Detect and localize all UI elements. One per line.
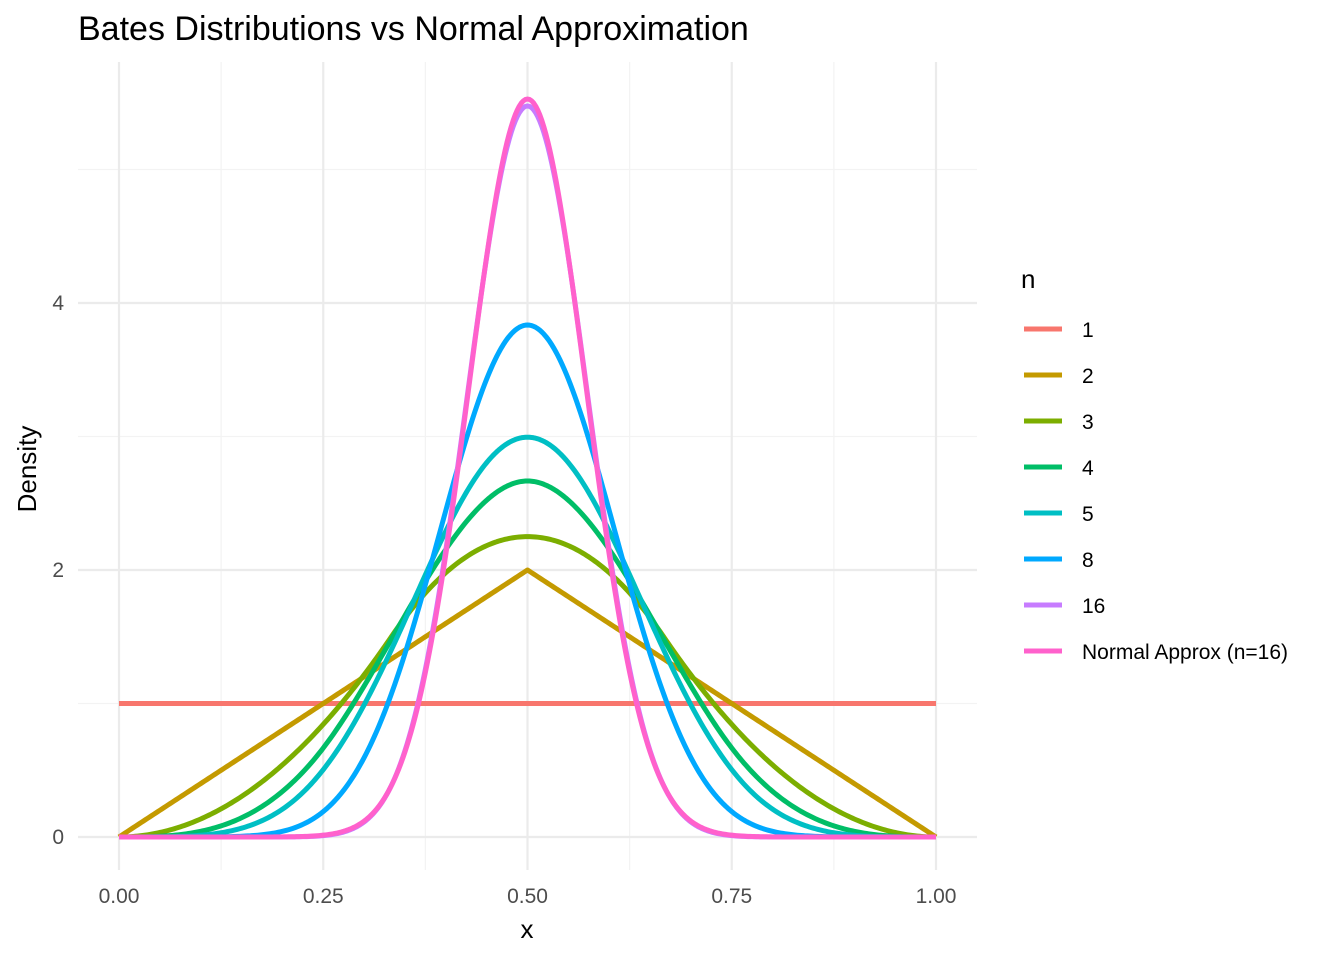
legend-item: 2 — [1024, 365, 1094, 388]
x-tick-label: 0.00 — [99, 885, 140, 908]
series-line-5 — [118, 434, 937, 840]
legend-label: Normal Approx (n=16) — [1082, 641, 1288, 664]
series-line-2 — [117, 567, 938, 840]
series-lines — [117, 96, 938, 840]
legend-item: Normal Approx (n=16) — [1024, 641, 1288, 664]
x-tick-label: 0.50 — [507, 885, 548, 908]
legend-title: n — [1021, 264, 1035, 294]
grid — [78, 62, 977, 870]
legend-label: 5 — [1082, 503, 1094, 526]
legend: n 1 2 3 4 5 8 16 Normal Approx (n=16) — [1021, 264, 1288, 664]
legend-item: 4 — [1024, 457, 1094, 480]
x-tick-label: 0.25 — [303, 885, 344, 908]
legend-label: 8 — [1082, 549, 1094, 572]
x-axis-title: x — [521, 914, 534, 944]
legend-items: 1 2 3 4 5 8 16 Normal Approx (n=16) — [1024, 319, 1288, 664]
legend-label: 16 — [1082, 595, 1105, 618]
y-tick-label: 0 — [52, 826, 64, 849]
legend-item: 5 — [1024, 503, 1094, 526]
series-line-4 — [118, 478, 937, 840]
legend-label: 3 — [1082, 411, 1094, 434]
y-tick-label: 4 — [52, 292, 64, 315]
legend-label: 4 — [1082, 457, 1094, 480]
legend-item: 16 — [1024, 595, 1105, 618]
legend-label: 1 — [1082, 319, 1094, 342]
series-line-3 — [118, 534, 937, 840]
x-tick-label: 1.00 — [916, 885, 957, 908]
legend-item: 8 — [1024, 549, 1094, 572]
x-tick-label: 0.75 — [711, 885, 752, 908]
legend-item: 3 — [1024, 411, 1094, 434]
legend-label: 2 — [1082, 365, 1094, 388]
series-line-normal-approx-n-16 — [118, 96, 937, 840]
axis-ticks: 0.00 0.25 0.50 0.75 1.00 0 2 4 — [52, 292, 956, 908]
chart-title: Bates Distributions vs Normal Approximat… — [78, 10, 749, 48]
y-tick-label: 2 — [52, 559, 64, 582]
y-axis-title: Density — [12, 426, 42, 513]
legend-item: 1 — [1024, 319, 1094, 342]
